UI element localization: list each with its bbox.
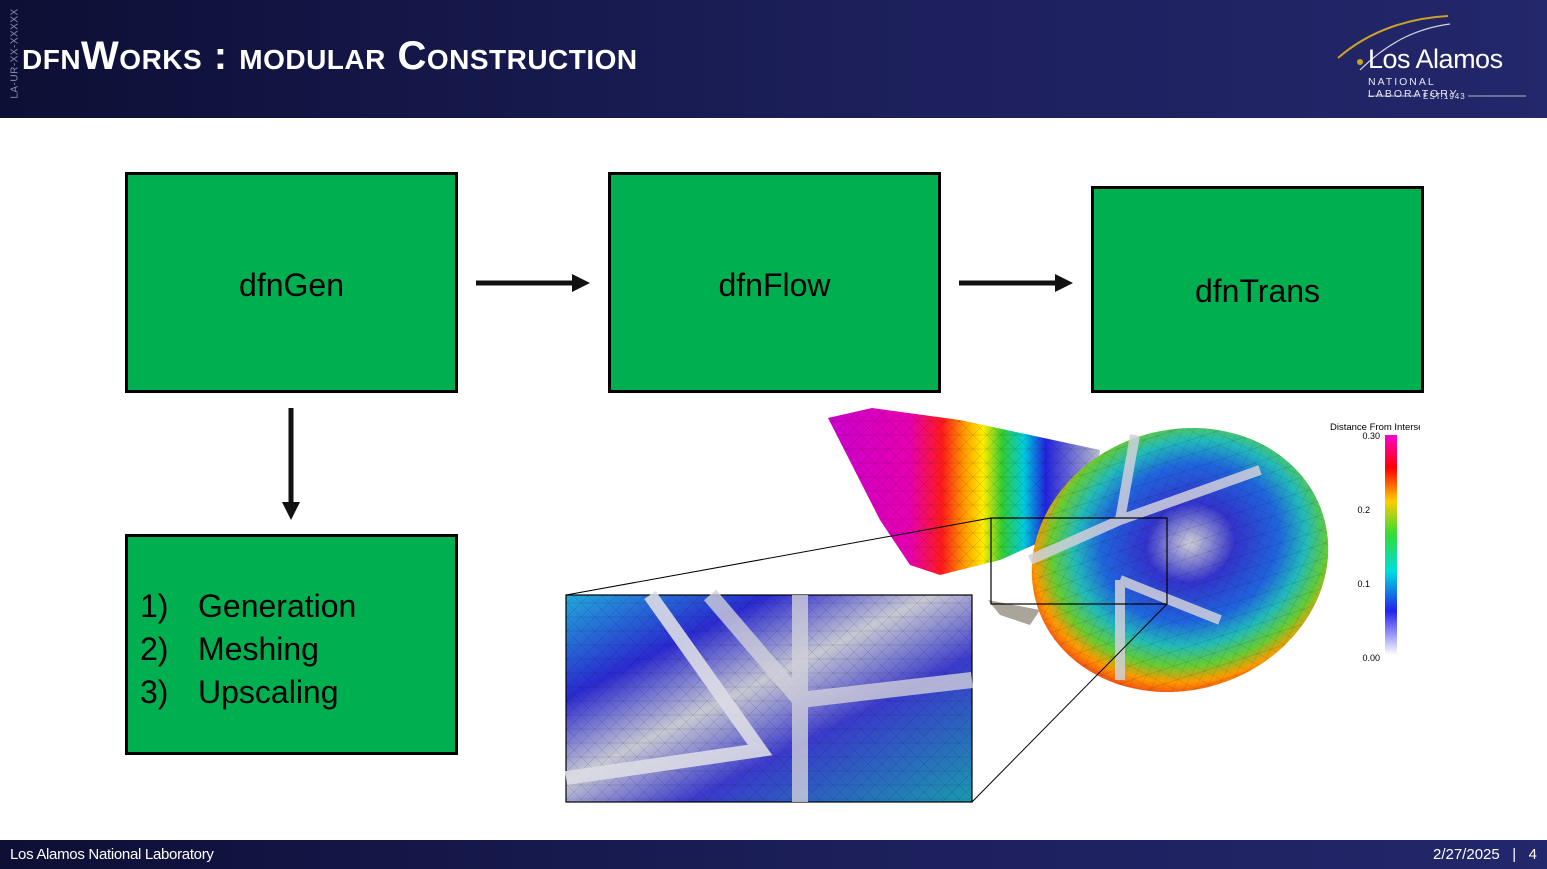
step-label: Meshing <box>198 631 319 667</box>
logo-established: EST.1943 <box>1423 92 1466 101</box>
dfntrans-label: dfnTrans <box>1194 273 1321 309</box>
step-item: 1) Generation <box>140 585 356 628</box>
footer-separator: | <box>1512 846 1517 863</box>
step-label: Upscaling <box>198 674 339 710</box>
footer-date: 2/27/2025 <box>1432 846 1500 863</box>
zoom-inset <box>565 517 1168 803</box>
header-bar: LA-UR-XX-XXXXX dfnWorks : modular Constr… <box>0 0 1547 118</box>
arrow-gen-to-steps <box>282 408 300 520</box>
footer-bar: Los Alamos National Laboratory 2/27/2025… <box>0 840 1547 869</box>
slide-title: dfnWorks : modular Construction <box>22 34 638 78</box>
dfnflow-label: dfnFlow <box>718 267 831 303</box>
arrow-gen-to-flow <box>476 274 590 292</box>
fracture-plane <box>828 408 1100 575</box>
colorbar-tick: 0.1 <box>1357 579 1370 589</box>
dfnflow-box: dfnFlow <box>608 172 941 393</box>
colorbar-gradient <box>1385 435 1397 655</box>
step-item: 3) Upscaling <box>140 671 356 714</box>
step-label: Generation <box>198 588 357 624</box>
step-item: 2) Meshing <box>140 628 356 671</box>
colorbar-tick: 0.00 <box>1362 653 1380 663</box>
arrow-flow-to-trans <box>959 274 1073 292</box>
dfntrans-box: dfnTrans <box>1091 186 1424 393</box>
footer-org: Los Alamos National Laboratory <box>10 846 214 863</box>
logo-name: Los Alamos <box>1368 44 1503 74</box>
logo-subtitle: NATIONAL LABORATORY <box>1368 76 1459 100</box>
page-number: 4 <box>1528 846 1537 863</box>
step-number: 2) <box>140 631 169 667</box>
dfngen-box: dfnGen <box>125 172 458 393</box>
step-number: 3) <box>140 674 169 710</box>
step-number: 1) <box>140 588 169 624</box>
dfngen-label: dfnGen <box>239 267 344 303</box>
dfngen-steps-box: 1) Generation 2) Meshing 3) Upscaling <box>125 534 458 755</box>
footer-meta: 2/27/2025 | 4 <box>1433 846 1537 863</box>
lanl-logo: Los Alamos NATIONAL LABORATORY EST.1943 <box>1330 10 1530 106</box>
steps-list: 1) Generation 2) Meshing 3) Upscaling <box>140 585 356 714</box>
colorbar-title: Distance From Intersection <box>1330 422 1420 433</box>
colorbar-tick: 0.2 <box>1357 505 1370 515</box>
logo-swoosh-icon <box>1337 15 1526 97</box>
fracture-disk <box>988 427 1329 693</box>
colorbar-tick: 0.30 <box>1362 431 1380 441</box>
colorbar: Distance From Intersection 0.30 0.2 0.1 … <box>1330 422 1420 663</box>
mesh-visualization: Distance From Intersection 0.30 0.2 0.1 … <box>565 408 1420 803</box>
